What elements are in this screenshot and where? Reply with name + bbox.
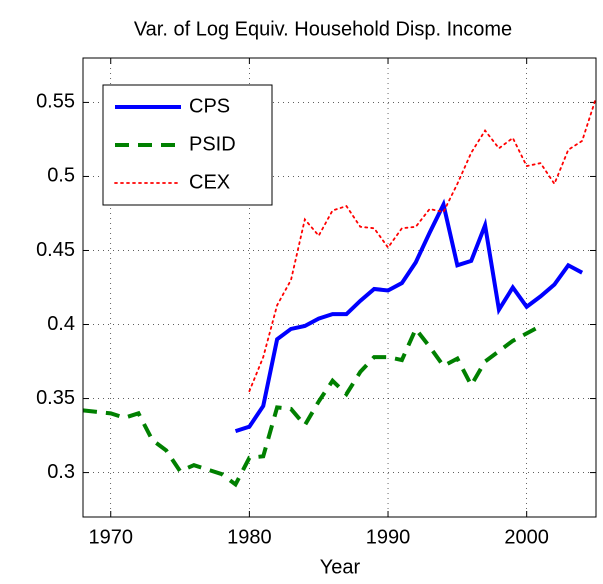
y-tick-label: 0.55 [36,91,75,113]
x-tick-label: 2000 [504,526,549,548]
x-tick-label: 1980 [227,526,272,548]
legend-label: CEX [189,171,230,193]
data-line [82,324,542,488]
data-line [234,198,584,434]
data-line [248,97,597,393]
x-tick-label: 1970 [88,526,133,548]
y-tick-label: 0.45 [36,239,75,261]
legend-label: CPS [189,95,230,117]
x-axis-label: Year [320,556,361,578]
y-tick-label: 0.5 [47,165,75,187]
plot-frame [82,57,597,518]
legend-label: PSID [189,133,236,155]
y-tick-label: 0.35 [36,387,75,409]
chart-title: Var. of Log Equiv. Household Disp. Incom… [134,18,512,40]
y-tick-label: 0.3 [47,461,75,483]
x-tick-label: 1990 [366,526,411,548]
y-tick-label: 0.4 [47,313,75,335]
